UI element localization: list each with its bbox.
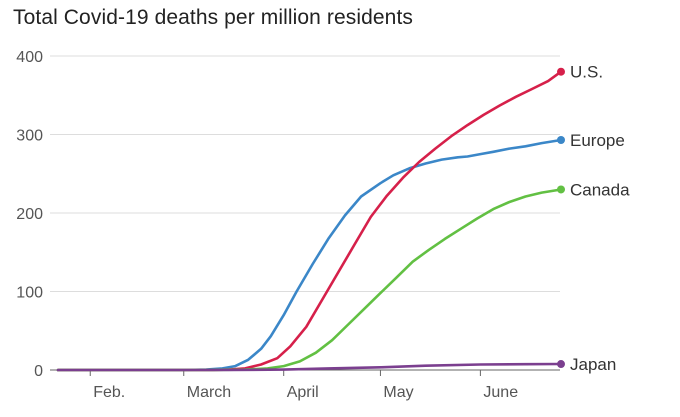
y-axis-ticks: 0 100 200 300 400	[16, 49, 43, 380]
x-tick-label-feb: Feb.	[93, 384, 125, 401]
series-end-dot-canada	[557, 185, 565, 194]
series-line-us	[56, 70, 563, 372]
series-label-europe: Europe	[570, 131, 625, 150]
y-tick-label-200: 200	[16, 206, 43, 223]
series-label-canada: Canada	[570, 180, 630, 199]
grid-layer	[50, 55, 560, 371]
y-tick-label-100: 100	[16, 285, 43, 302]
x-tick-label-march: March	[187, 384, 231, 401]
series-labels: Europe U.S. Canada Japan	[570, 63, 630, 374]
series-label-us: U.S.	[570, 63, 603, 82]
series-layer	[56, 67, 565, 372]
series-line-japan	[56, 362, 563, 372]
series-line-europe	[56, 138, 563, 372]
y-tick-label-0: 0	[34, 363, 43, 380]
x-tick-label-june: June	[483, 384, 518, 401]
series-end-dot-us	[557, 67, 565, 76]
x-tick-label-may: May	[383, 384, 413, 401]
x-axis-ticks: Feb. March April May June	[89, 370, 518, 401]
chart-title: Total Covid-19 deaths per million reside…	[13, 6, 413, 29]
y-tick-label-400: 400	[16, 49, 43, 66]
series-line-canada	[56, 188, 563, 372]
x-tick-label-april: April	[287, 384, 319, 401]
series-end-dot-japan	[557, 360, 565, 369]
y-tick-label-300: 300	[16, 128, 43, 145]
series-label-japan: Japan	[570, 355, 616, 374]
series-end-dot-europe	[557, 135, 565, 144]
